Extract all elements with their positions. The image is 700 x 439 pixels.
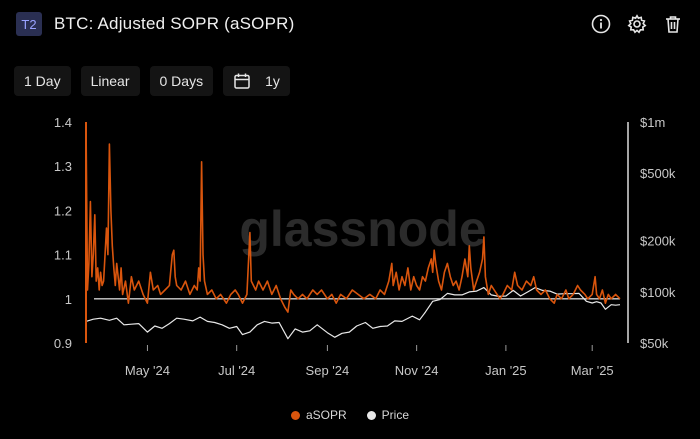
tier-badge: T2 xyxy=(16,12,42,36)
gear-icon[interactable] xyxy=(626,13,648,35)
calendar-icon xyxy=(233,72,251,90)
legend-item-price[interactable]: Price xyxy=(366,408,410,422)
legend-swatch-price xyxy=(366,410,376,420)
y-left-tick-label: 1.4 xyxy=(54,115,72,130)
x-tick-label: Sep '24 xyxy=(306,363,350,378)
y-right-tick-label: $100k xyxy=(640,285,676,300)
x-tick-label: Nov '24 xyxy=(395,363,439,378)
resolution-label: 1 Day xyxy=(24,73,61,89)
series-line-price xyxy=(85,287,621,340)
chart-legend: aSOPR Price xyxy=(0,408,700,422)
y-right-tick-label: $200k xyxy=(640,234,676,249)
range-selector[interactable]: 1y xyxy=(223,66,290,96)
y-left-tick-label: 1.3 xyxy=(54,159,72,174)
legend-swatch-asopr xyxy=(290,410,300,420)
chart-toolbar: 1 Day Linear 0 Days 1y xyxy=(14,66,290,96)
chart-area: glassnode 0.9 1 1.1 1.2 1.3 1.4 $50k $100k $200k $… xyxy=(54,115,676,378)
info-icon[interactable] xyxy=(590,13,612,35)
chart-title: BTC: Adjusted SOPR (aSOPR) xyxy=(54,14,295,33)
watermark: glassnode xyxy=(239,201,486,257)
resolution-selector[interactable]: 1 Day xyxy=(14,66,71,96)
sma-selector[interactable]: 0 Days xyxy=(149,66,214,96)
x-tick-label: Jul '24 xyxy=(218,363,255,378)
x-tick-label: May '24 xyxy=(125,363,170,378)
y-left-tick-label: 1 xyxy=(65,292,72,307)
y-right-tick-label: $50k xyxy=(640,336,669,351)
y-left-tick-label: 1.2 xyxy=(54,203,72,218)
header-actions xyxy=(590,13,684,35)
y-left-tick-label: 1.1 xyxy=(54,248,72,263)
x-tick-label: Mar '25 xyxy=(571,363,614,378)
y-right-tick-label: $500k xyxy=(640,166,676,181)
y-right-tick-label: $1m xyxy=(640,115,665,130)
chart-header: T2 BTC: Adjusted SOPR (aSOPR) xyxy=(16,10,684,38)
y-left-tick-label: 0.9 xyxy=(54,336,72,351)
series-line-asopr xyxy=(85,121,621,313)
sma-label: 0 Days xyxy=(159,73,204,89)
trash-icon[interactable] xyxy=(662,13,684,35)
scale-selector[interactable]: Linear xyxy=(80,66,140,96)
legend-label-asopr: aSOPR xyxy=(305,408,347,422)
range-label: 1y xyxy=(265,73,280,89)
x-tick-label: Jan '25 xyxy=(485,363,527,378)
scale-label: Linear xyxy=(90,73,130,89)
legend-item-asopr[interactable]: aSOPR xyxy=(290,408,347,422)
legend-label-price: Price xyxy=(381,408,410,422)
